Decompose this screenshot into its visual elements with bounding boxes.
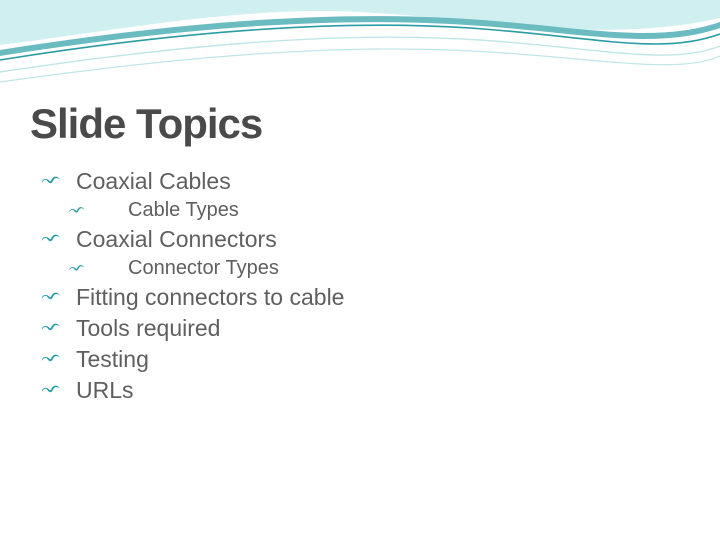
list-item: Tools required (40, 313, 720, 344)
flourish-icon (40, 171, 62, 193)
flourish-icon (40, 229, 62, 251)
flourish-icon (40, 349, 62, 371)
flourish-icon (68, 258, 86, 280)
list-item: Cable Types (68, 197, 720, 224)
list-item-label: Tools required (76, 313, 220, 344)
flourish-icon (40, 318, 62, 340)
list-item: Testing (40, 344, 720, 375)
list-item: URLs (40, 375, 720, 406)
flourish-icon (40, 380, 62, 402)
list-item-label: Coaxial Cables (76, 166, 231, 197)
list-item-label: Cable Types (128, 197, 239, 224)
slide-content: Slide Topics Coaxial Cables Cable Types … (0, 0, 720, 406)
flourish-icon (68, 200, 86, 222)
list-item-label: Fitting connectors to cable (76, 282, 344, 313)
flourish-icon (40, 287, 62, 309)
list-item: Fitting connectors to cable (40, 282, 720, 313)
list-item: Coaxial Cables (40, 166, 720, 197)
list-item-label: URLs (76, 375, 134, 406)
list-item-label: Connector Types (128, 255, 279, 282)
list-item-label: Testing (76, 344, 149, 375)
list-item: Connector Types (68, 255, 720, 282)
list-item-label: Coaxial Connectors (76, 224, 277, 255)
list-item: Coaxial Connectors (40, 224, 720, 255)
page-title: Slide Topics (30, 100, 720, 148)
bullet-list: Coaxial Cables Cable Types Coaxial Conne… (30, 166, 720, 406)
